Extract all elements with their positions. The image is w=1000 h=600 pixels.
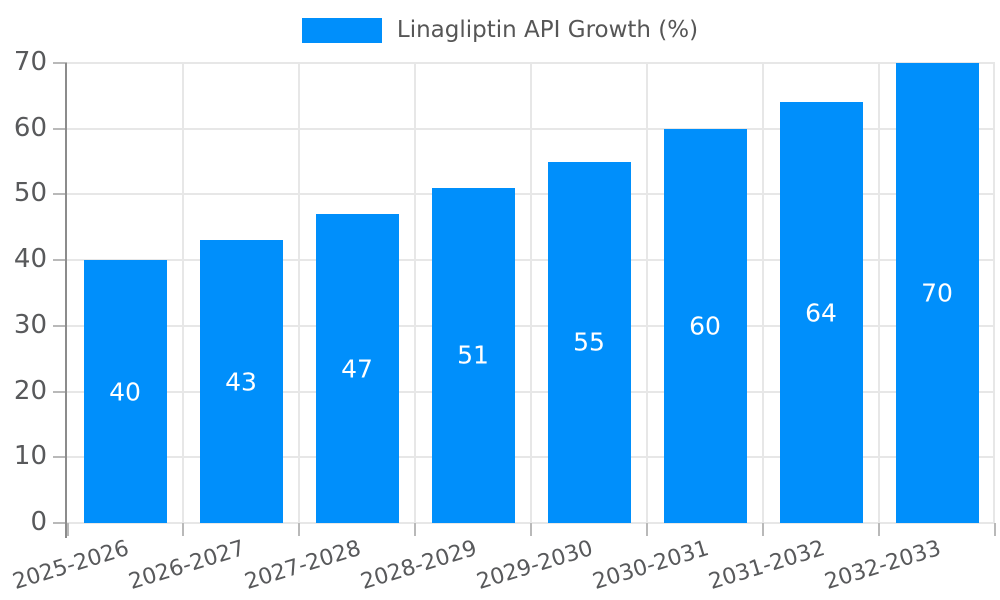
plot-area: 40 43 47 51 55 60 64 70 0 10 20 30 40 50 60 70 2025-20… [10, 49, 996, 595]
y-axis-tick-label: 70 [13, 46, 47, 77]
bar: 40 [83, 260, 167, 523]
x-axis-tick [298, 523, 300, 536]
y-axis-tick [53, 324, 67, 327]
x-axis-tick-label: 2025-2026 [10, 536, 133, 596]
gridline-vertical [414, 63, 416, 523]
gridline-vertical [530, 63, 532, 523]
x-axis-tick [530, 523, 532, 536]
x-axis-tick [878, 523, 880, 536]
y-axis-tick-label: 40 [13, 244, 47, 275]
y-axis-tick [53, 390, 67, 393]
y-axis-tick-label: 20 [13, 375, 47, 406]
x-axis-tick-label: 2027-2028 [242, 536, 365, 596]
legend-swatch [301, 17, 382, 43]
bar-value-label: 47 [341, 354, 373, 384]
bar: 55 [547, 161, 631, 523]
x-axis-tick-label: 2031-2032 [706, 536, 829, 596]
x-axis-tick-label: 2030-2031 [590, 536, 713, 596]
x-axis-tick-label: 2029-2030 [474, 536, 597, 596]
x-axis-tick [414, 523, 416, 536]
legend: Linagliptin API Growth (%) [0, 17, 1000, 43]
y-axis-tick-label: 10 [13, 441, 47, 472]
y-axis-tick [53, 522, 67, 524]
x-axis-tick-label: 2028-2029 [358, 536, 481, 596]
x-axis-tick-label: 2032-2033 [822, 536, 945, 596]
y-axis-tick-label: 50 [13, 178, 47, 209]
gridline-vertical [182, 63, 184, 523]
bar-value-label: 43 [225, 367, 257, 397]
gridline-vertical [878, 63, 880, 523]
y-axis-tick-label: 30 [13, 309, 47, 340]
y-axis-tick [53, 259, 67, 262]
bar-value-label: 51 [457, 340, 489, 370]
x-axis-tick [646, 523, 648, 536]
bar-value-label: 70 [921, 278, 953, 308]
x-axis-tick [994, 523, 996, 536]
x-axis-tick [762, 523, 764, 536]
bar-value-label: 64 [805, 298, 837, 328]
y-axis-tick-label: 60 [13, 112, 47, 143]
y-axis-tick [53, 456, 67, 459]
x-axis-tick [182, 523, 184, 536]
gridline-vertical [762, 63, 764, 523]
y-axis-line [65, 63, 67, 538]
bar: 70 [895, 63, 979, 523]
bar: 51 [431, 187, 515, 523]
bar-value-label: 60 [689, 311, 721, 341]
y-axis-tick [53, 193, 67, 196]
x-axis-tick [67, 523, 69, 536]
gridline-vertical [298, 63, 300, 523]
bar: 60 [663, 128, 747, 523]
x-axis-tick-label: 2026-2027 [126, 536, 249, 596]
gridline-vertical [993, 63, 995, 523]
y-axis-tick-label: 0 [30, 506, 47, 537]
legend-label: Linagliptin API Growth (%) [396, 17, 699, 43]
bar-value-label: 40 [109, 377, 141, 407]
bar-value-label: 55 [573, 327, 605, 357]
gridline-vertical [646, 63, 648, 523]
bar: 64 [779, 102, 863, 523]
bar: 47 [315, 214, 399, 523]
y-axis-tick [53, 62, 67, 64]
y-axis-tick [53, 127, 67, 130]
bar: 43 [199, 240, 283, 523]
